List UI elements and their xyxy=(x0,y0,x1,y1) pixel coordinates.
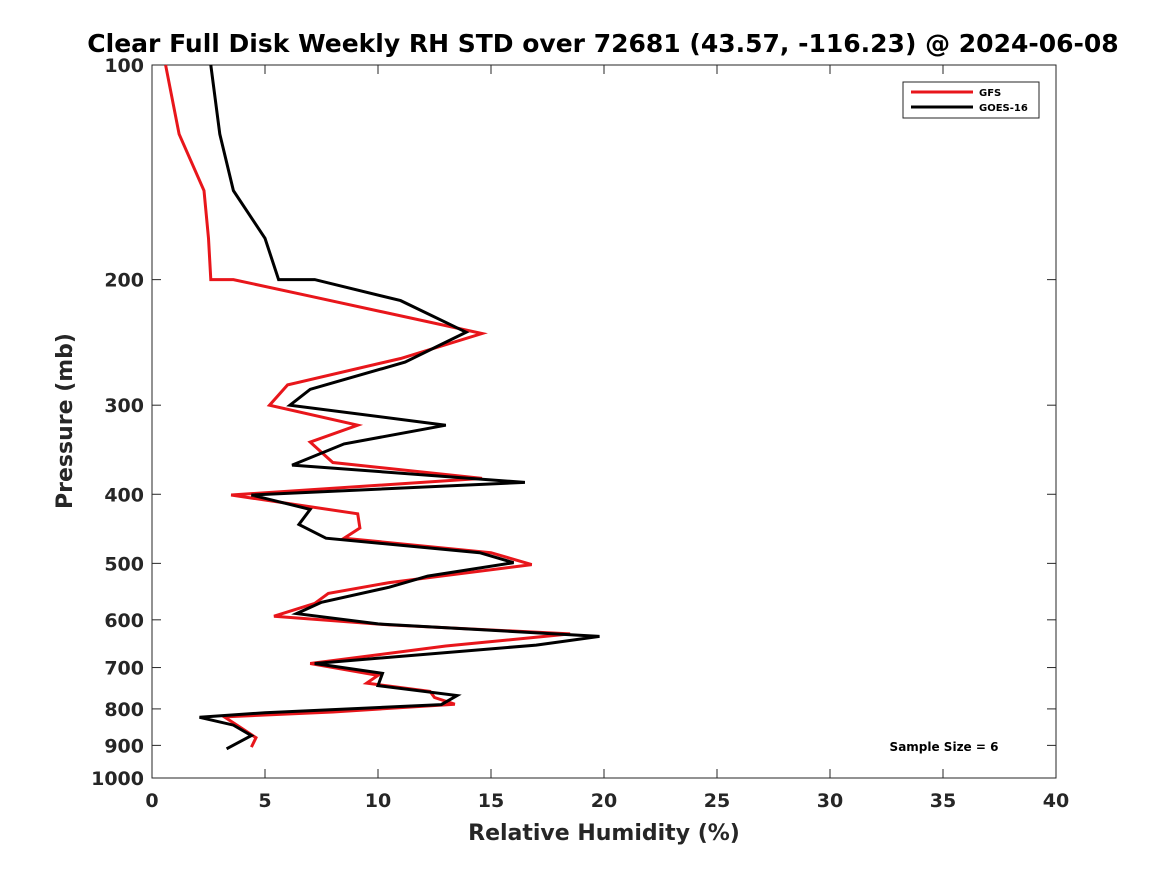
x-tick-label: 20 xyxy=(591,790,617,812)
x-tick-label: 35 xyxy=(930,790,956,812)
y-tick-label: 900 xyxy=(104,735,144,757)
x-tick-label: 15 xyxy=(478,790,504,812)
series-layer xyxy=(164,64,600,751)
x-tick-label: 10 xyxy=(365,790,391,812)
x-axis-label: Relative Humidity (%) xyxy=(468,821,740,846)
series-line-gfs xyxy=(164,64,571,748)
x-tick-label: 25 xyxy=(704,790,730,812)
y-axis-label: Pressure (mb) xyxy=(53,333,78,509)
sample-size-annotation: Sample Size = 6 xyxy=(890,740,999,754)
y-tick-label: 800 xyxy=(104,699,144,721)
y-tick-label: 500 xyxy=(104,553,144,575)
chart-title: Clear Full Disk Weekly RH STD over 72681… xyxy=(87,29,1118,58)
y-tick-label: 700 xyxy=(104,658,144,680)
y-tick-label: 400 xyxy=(104,484,144,506)
series-line-goes-16 xyxy=(199,64,600,751)
y-tick-label: 300 xyxy=(104,395,144,417)
x-tick-label: 40 xyxy=(1043,790,1069,812)
x-tick-label: 30 xyxy=(817,790,843,812)
y-tick-label: 600 xyxy=(104,610,144,632)
plot-area xyxy=(151,64,1057,779)
legend-label-gfs: GFS xyxy=(979,88,1001,99)
y-axis: 100 200 300 400 500 600 700 800 900 1000 xyxy=(91,55,1056,790)
x-tick-label: 0 xyxy=(145,790,158,812)
legend-box xyxy=(902,81,1040,119)
x-tick-label: 5 xyxy=(258,790,271,812)
y-tick-label: 100 xyxy=(104,55,144,77)
y-tick-label: 1000 xyxy=(91,768,144,790)
legend-label-goes16: GOES-16 xyxy=(979,103,1028,114)
legend: GFS GOES-16 xyxy=(902,81,1040,119)
y-tick-label: 200 xyxy=(104,270,144,292)
x-axis: 0 5 10 15 20 25 30 35 40 xyxy=(145,65,1069,812)
